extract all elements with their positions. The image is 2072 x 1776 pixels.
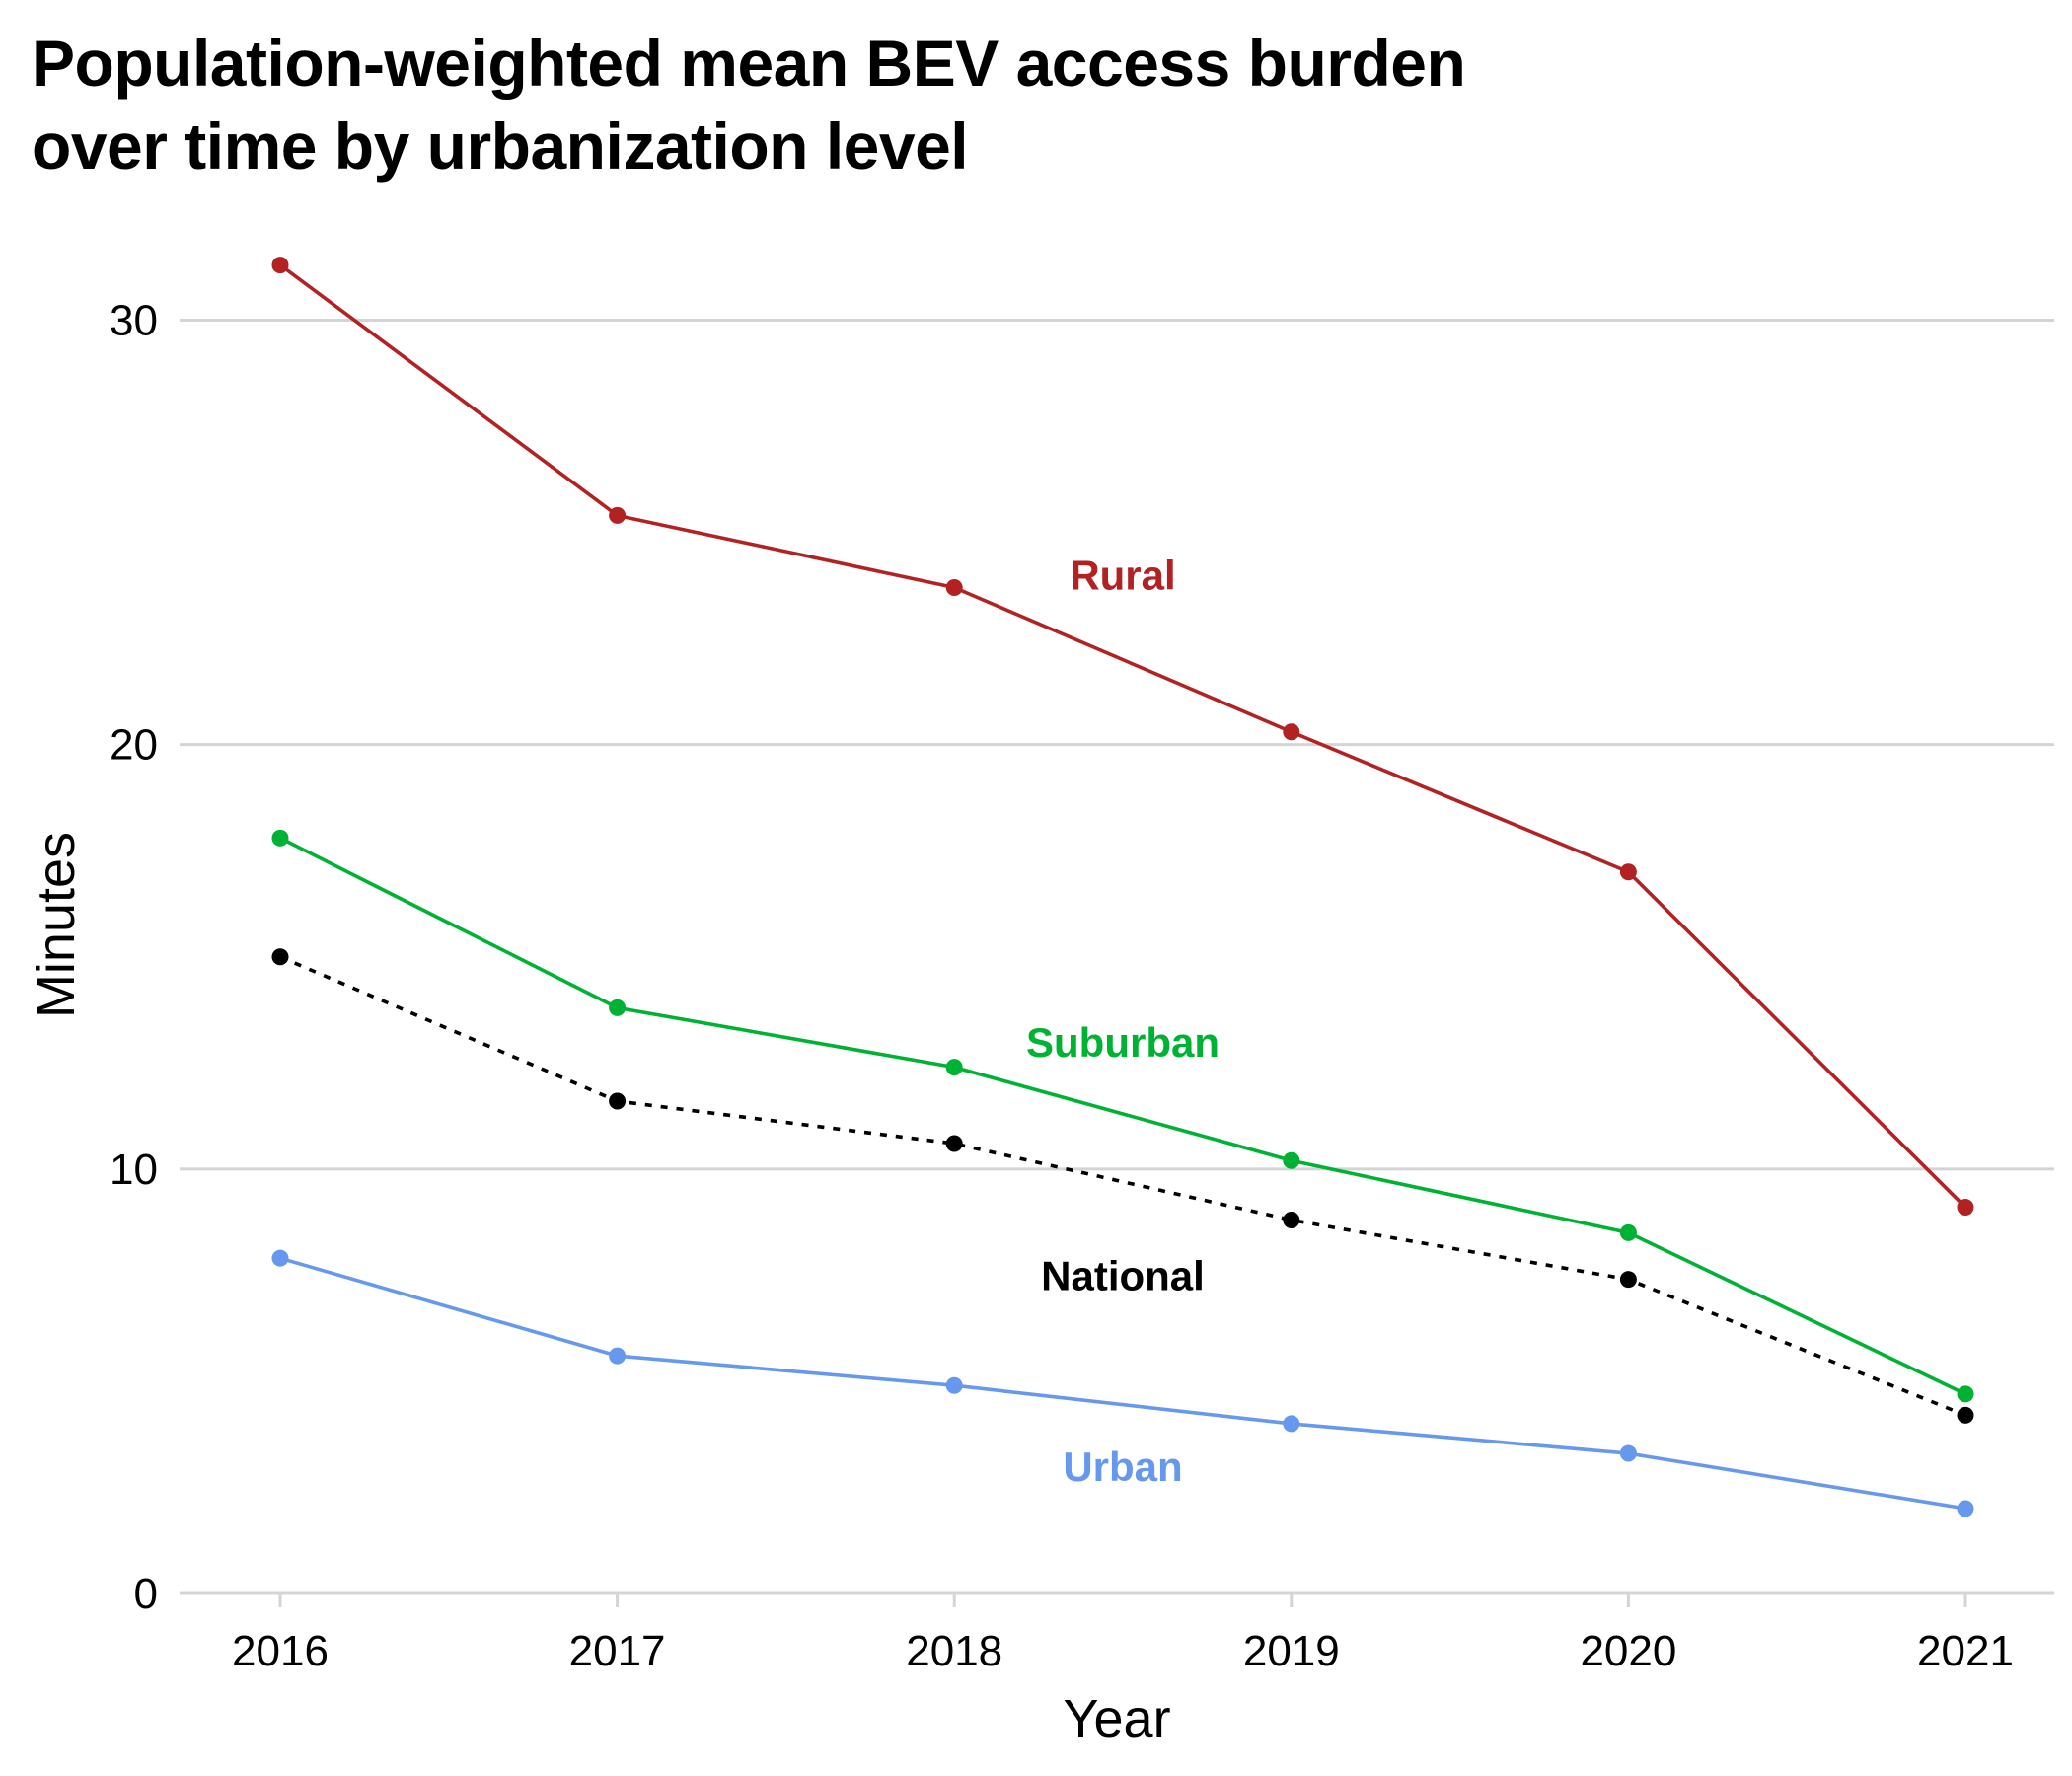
series-line-national <box>279 955 1966 1418</box>
data-point-urban <box>1283 1415 1300 1433</box>
data-point-urban <box>945 1376 963 1394</box>
data-point-suburban <box>1619 1223 1637 1241</box>
y-tick-label: 10 <box>110 1146 158 1194</box>
data-point-suburban <box>1283 1151 1300 1169</box>
x-axis-title: Year <box>1063 1689 1170 1748</box>
y-tick-label: 30 <box>110 297 158 345</box>
data-point-rural <box>945 579 963 597</box>
data-point-rural <box>609 506 627 524</box>
series-label-suburban: Suburban <box>1026 1019 1220 1066</box>
data-point-suburban <box>1957 1385 1974 1403</box>
x-tick-label: 2021 <box>1917 1627 2014 1675</box>
series-line-urban <box>279 1256 1966 1511</box>
data-point-rural <box>271 257 289 274</box>
axes: 0 10 20 30 2016 2017 2018 2019 2020 2021 <box>110 297 2014 1675</box>
data-point-urban <box>271 1249 289 1267</box>
y-axis-title: Minutes <box>27 832 86 1018</box>
chart-title: Population-weighted mean BEV access burd… <box>32 22 1808 187</box>
series-line-rural <box>278 263 1967 1209</box>
x-tick-label: 2020 <box>1580 1627 1676 1675</box>
y-tick-label: 0 <box>134 1570 158 1618</box>
series-line-suburban <box>279 836 1966 1396</box>
data-point-national <box>945 1135 963 1152</box>
data-point-suburban <box>271 829 289 847</box>
x-tick-label: 2017 <box>569 1627 666 1675</box>
data-point-national <box>1957 1406 1974 1424</box>
data-point-urban <box>609 1347 627 1365</box>
data-point-national <box>1283 1211 1300 1228</box>
series-lines <box>278 263 1967 1511</box>
data-point-national <box>609 1092 627 1110</box>
x-tick-label: 2016 <box>232 1627 329 1675</box>
data-point-urban <box>1957 1500 1974 1517</box>
data-point-rural <box>1957 1199 1974 1217</box>
series-points <box>271 257 1974 1517</box>
series-label-national: National <box>1041 1252 1205 1298</box>
data-point-national <box>1619 1271 1637 1289</box>
data-point-rural <box>1619 863 1637 881</box>
x-tick-label: 2019 <box>1243 1627 1340 1675</box>
series-label-urban: Urban <box>1063 1443 1182 1490</box>
data-point-national <box>271 948 289 966</box>
gridlines <box>180 319 2054 1595</box>
data-point-suburban <box>945 1059 963 1076</box>
chart-title-line-1: Population-weighted mean BEV access burd… <box>32 27 1466 100</box>
x-tick-label: 2018 <box>906 1627 1002 1675</box>
series-label-rural: Rural <box>1070 553 1175 599</box>
y-tick-label: 20 <box>110 721 158 770</box>
data-point-urban <box>1619 1444 1637 1462</box>
data-point-suburban <box>609 999 627 1016</box>
chart-title-line-2: over time by urbanization level <box>32 110 969 183</box>
data-point-rural <box>1283 723 1300 741</box>
series-labels: Rural Suburban National Urban <box>1026 553 1220 1490</box>
